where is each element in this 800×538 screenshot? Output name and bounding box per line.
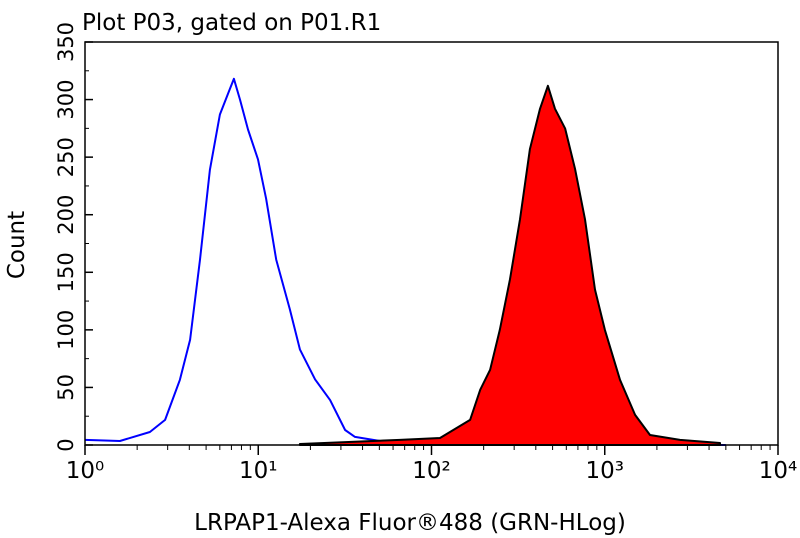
- x-tick-label: 10⁰: [66, 458, 105, 484]
- y-tick-label: 150: [54, 252, 78, 292]
- y-tick-label: 250: [54, 137, 78, 177]
- x-axis-label: LRPAP1-Alexa Fluor®488 (GRN-HLog): [194, 510, 626, 536]
- histogram-area: [298, 84, 721, 446]
- y-tick-label: 100: [54, 310, 78, 350]
- y-tick-label: 50: [54, 374, 78, 401]
- y-axis-label: Count: [4, 211, 30, 279]
- x-tick-label: 10²: [412, 458, 451, 484]
- y-tick-label: 0: [54, 438, 78, 451]
- y-tick-label: 200: [54, 195, 78, 235]
- plot-frame: [84, 41, 779, 446]
- x-tick-label: 10¹: [239, 458, 278, 484]
- histogram-line: [84, 77, 726, 446]
- y-tick-label: 350: [54, 22, 78, 62]
- y-tick-label: 300: [54, 80, 78, 120]
- chart-title: Plot P03, gated on P01.R1: [82, 10, 381, 36]
- x-tick-label: 10³: [586, 458, 625, 484]
- x-tick-label: 10⁴: [759, 458, 798, 484]
